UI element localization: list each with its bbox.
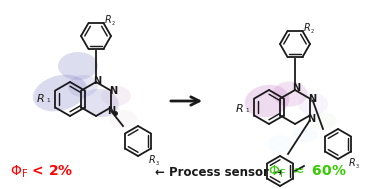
Text: $R$: $R$ xyxy=(235,102,244,114)
Text: $R$: $R$ xyxy=(36,92,45,104)
Text: $R$: $R$ xyxy=(303,21,311,33)
Text: N: N xyxy=(108,85,117,95)
Text: $^1$: $^1$ xyxy=(245,108,250,116)
Ellipse shape xyxy=(298,93,328,115)
Text: N: N xyxy=(308,94,316,104)
Ellipse shape xyxy=(273,81,307,106)
Text: $^2$: $^2$ xyxy=(310,28,315,34)
Text: N: N xyxy=(292,83,300,93)
Text: $^2$: $^2$ xyxy=(111,20,116,26)
Text: N: N xyxy=(307,114,315,123)
Text: $^1$: $^1$ xyxy=(46,98,51,106)
Text: N: N xyxy=(107,105,115,115)
Text: N: N xyxy=(93,76,101,86)
Ellipse shape xyxy=(58,52,98,80)
Ellipse shape xyxy=(33,75,87,111)
Ellipse shape xyxy=(245,85,289,117)
Text: $^3$: $^3$ xyxy=(155,160,160,166)
Text: $R$: $R$ xyxy=(148,153,156,165)
Text: $\mathit{\Phi}_{\rm F}$ $\approx$ 60%: $\mathit{\Phi}_{\rm F}$ $\approx$ 60% xyxy=(268,164,347,180)
Text: $\mathit{\Phi}_{\rm F}$ < 2%: $\mathit{\Phi}_{\rm F}$ < 2% xyxy=(10,164,73,180)
Ellipse shape xyxy=(81,89,119,117)
Text: $^3$: $^3$ xyxy=(355,163,360,169)
Ellipse shape xyxy=(68,75,98,97)
Text: $R$: $R$ xyxy=(348,156,356,168)
Ellipse shape xyxy=(309,112,337,130)
Text: ← Process sensor →: ← Process sensor → xyxy=(155,166,283,178)
Ellipse shape xyxy=(268,135,293,153)
Ellipse shape xyxy=(109,110,137,128)
Ellipse shape xyxy=(293,125,318,143)
Text: $R$: $R$ xyxy=(104,13,112,25)
Ellipse shape xyxy=(101,86,131,106)
